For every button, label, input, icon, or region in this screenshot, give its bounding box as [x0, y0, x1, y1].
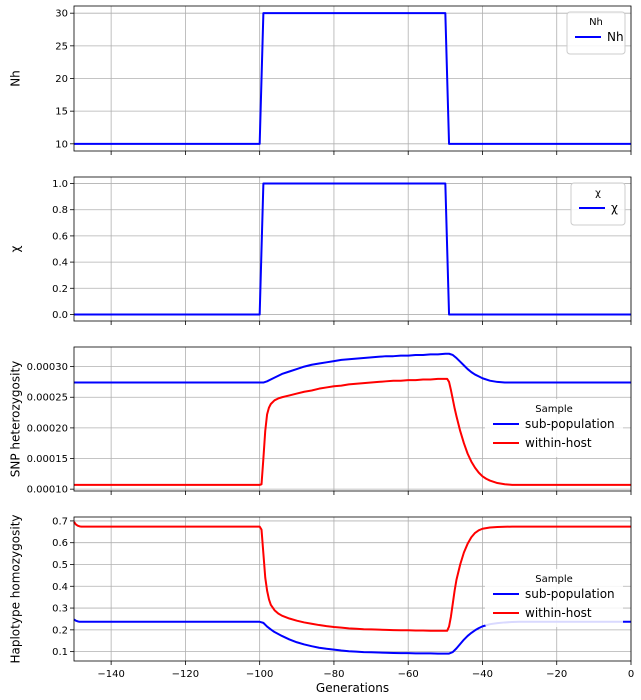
y-axis-label: SNP heterozygosity [9, 361, 23, 477]
y-tick-label: 0.00020 [27, 423, 68, 434]
y-tick-label: 0.5 [52, 560, 68, 571]
series-lines [74, 352, 631, 486]
panel-chi: 0.0 0.2 0.4 0.6 0.8 1.0 χ χ χ [9, 176, 632, 325]
y-tick-label: 0.6 [52, 231, 68, 242]
panel-haplotype-homozygosity: −140 −120 −100 −80 −60 −40 −20 0 0.1 0.2 0.3 0.4 0.5… [9, 514, 635, 695]
y-tick-label: 0.6 [52, 538, 68, 549]
axes-frame [73, 516, 632, 662]
legend: Sample sub-population within-host [485, 569, 623, 627]
y-tick-label: 0.4 [52, 582, 68, 593]
y-axis-label: Nh [9, 70, 23, 87]
legend: Sample sub-population within-host [485, 399, 623, 457]
series-line-sub-population [73, 618, 631, 655]
axes-frame [73, 5, 632, 152]
series-lines [73, 521, 631, 655]
grid-lines [74, 517, 632, 661]
x-axis-label: Generations [316, 681, 389, 695]
legend-label-within-host: within-host [525, 436, 592, 450]
y-tick-label: 0.1 [52, 647, 68, 658]
legend: Nh Nh [566, 11, 626, 55]
x-tick-label: −20 [546, 669, 567, 680]
legend-label-within-host: within-host [525, 606, 592, 620]
y-tick-label: 0.2 [52, 284, 68, 295]
x-tick-label: −140 [97, 669, 124, 680]
y-tick-label: 0.00025 [27, 393, 68, 404]
axes-frame [73, 346, 632, 492]
series-line-sub-population [74, 352, 631, 384]
series-line-within-host [73, 521, 631, 632]
legend-title: Sample [535, 574, 573, 585]
legend-title: Sample [535, 404, 573, 415]
series-lines [74, 182, 631, 316]
legend-box [570, 182, 626, 226]
y-tick-label: 0.3 [52, 604, 68, 615]
legend-title: χ [595, 188, 601, 199]
x-tick-label: −120 [172, 669, 199, 680]
x-tick-label: −60 [398, 669, 419, 680]
y-tick-label: 0.00015 [27, 454, 68, 465]
y-tick-label: 10 [55, 139, 68, 150]
axis-ticks: 10 15 20 25 30 [55, 9, 632, 155]
y-tick-label: 0.4 [52, 258, 68, 269]
legend-box [485, 399, 623, 457]
legend-label-chi: χ [611, 201, 618, 215]
y-tick-label: 1.0 [52, 179, 68, 190]
axes-frame [73, 176, 632, 322]
legend: χ χ [570, 182, 626, 226]
series-line-- [74, 182, 631, 316]
y-axis-label: χ [9, 245, 23, 252]
panel-snp-heterozygosity: 0.00010 0.00015 0.00020 0.00025 0.00030 SNP … [9, 346, 632, 496]
series-lines [74, 12, 631, 145]
y-tick-label: 15 [55, 107, 68, 118]
legend-label-sub-population: sub-population [525, 587, 615, 601]
y-tick-label: 0.0 [52, 310, 68, 321]
x-tick-label: 0 [628, 669, 634, 680]
y-tick-label: 0.7 [52, 516, 68, 527]
y-tick-label: 30 [55, 9, 68, 20]
legend-label-nh: Nh [607, 30, 624, 44]
y-tick-label: 0.2 [52, 625, 68, 636]
axis-ticks: 0.00010 0.00015 0.00020 0.00025 0.00030 [27, 362, 632, 496]
series-line-nh [74, 12, 631, 145]
y-tick-label: 25 [55, 41, 68, 52]
y-axis-label: Haplotype homozygosity [9, 514, 23, 663]
series-line-within-host [74, 377, 631, 486]
y-tick-label: 0.00010 [27, 485, 68, 496]
panel-nh: 10 15 20 25 30 Nh Nh Nh [9, 5, 632, 155]
legend-label-sub-population: sub-population [525, 417, 615, 431]
legend-box [566, 11, 626, 55]
y-tick-label: 0.8 [52, 205, 68, 216]
axis-ticks: 0.0 0.2 0.4 0.6 0.8 1.0 [52, 179, 632, 325]
legend-box [485, 569, 623, 627]
axis-ticks: −140 −120 −100 −80 −60 −40 −20 0 0.1 0.2 0.3 0.4 0.5… [52, 516, 634, 680]
x-tick-label: −100 [246, 669, 273, 680]
y-tick-label: 20 [55, 74, 68, 85]
y-tick-label: 0.00030 [27, 362, 68, 373]
x-tick-label: −80 [323, 669, 344, 680]
x-tick-label: −40 [472, 669, 493, 680]
legend-title: Nh [589, 17, 603, 28]
